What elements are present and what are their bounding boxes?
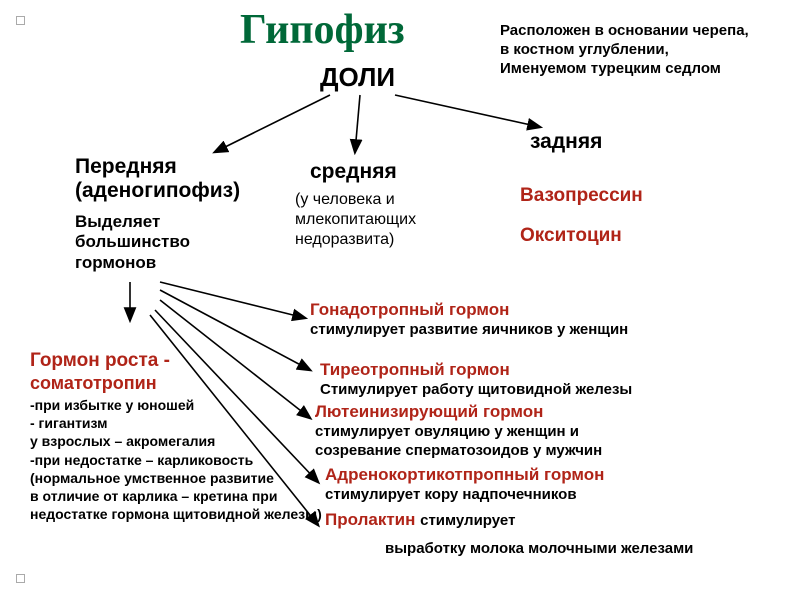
lute-d2: созревание сперматозоидов у мужчин bbox=[315, 442, 602, 461]
lobe-front-note-l3: гормонов bbox=[75, 253, 190, 273]
prolactin-d1: стимулирует bbox=[420, 512, 515, 529]
corner-bullet-bl bbox=[16, 574, 25, 583]
lobe-front: Передняя (аденогипофиз) bbox=[75, 155, 240, 203]
lobe-middle: средняя bbox=[310, 160, 397, 184]
lobes-subtitle: ДОЛИ bbox=[320, 62, 395, 93]
growth-hormone-sub: соматотропин bbox=[30, 373, 157, 394]
growth-l4: -при недостатке – карликовость bbox=[30, 451, 322, 469]
luteinizing-title: Лютеинизирующий гормон bbox=[315, 402, 543, 422]
adrenocortico-title: Адренокортикотпропный гормон bbox=[325, 465, 604, 485]
thyrotropic-title: Тиреотропный гормон bbox=[320, 360, 510, 380]
growth-l3: у взрослых – акромегалия bbox=[30, 432, 322, 450]
prolactin-d2: выработку молока молочными железами bbox=[385, 540, 693, 557]
page-title: Гипофиз bbox=[240, 6, 405, 54]
corner-bullet-tl bbox=[16, 16, 25, 25]
lobe-middle-note-l3: недоразвита) bbox=[295, 230, 416, 250]
back-hormone-2: Окситоцин bbox=[520, 225, 622, 247]
growth-l7: недостатке гормона щитовидной железы) bbox=[30, 505, 322, 523]
lobe-middle-note-l1: (у человека и bbox=[295, 190, 416, 210]
lobe-front-l2: (аденогипофиз) bbox=[75, 179, 240, 203]
lobe-middle-note-l2: млекопитающих bbox=[295, 210, 416, 230]
luteinizing-desc: стимулирует овуляцию у женщин и созреван… bbox=[315, 423, 602, 461]
location-note-l2: в костном углублении, bbox=[500, 41, 749, 60]
adrenocortico-desc: стимулирует кору надпочечников bbox=[325, 486, 577, 503]
prolactin-block: Пролактин стимулирует bbox=[325, 510, 515, 530]
lobe-front-l1: Передняя bbox=[75, 155, 240, 179]
gonadotropic-desc: стимулирует развитие яичников у женщин bbox=[310, 321, 628, 338]
growth-hormone-desc: -при избытке у юношей - гигантизм у взро… bbox=[30, 396, 322, 523]
prolactin-title: Пролактин bbox=[325, 510, 415, 529]
growth-l1: -при избытке у юношей bbox=[30, 396, 322, 414]
lobe-middle-note: (у человека и млекопитающих недоразвита) bbox=[295, 190, 416, 250]
thyrotropic-desc: Стимулирует работу щитовидной железы bbox=[320, 381, 632, 398]
lobe-back: задняя bbox=[530, 130, 602, 154]
gonadotropic-title: Гонадотропный гормон bbox=[310, 300, 509, 320]
location-note: Расположен в основании черепа, в костном… bbox=[500, 22, 749, 78]
growth-hormone-title: Гормон роста - bbox=[30, 350, 170, 372]
growth-l5: (нормальное умственное развитие bbox=[30, 469, 322, 487]
lobe-front-note-l2: большинство bbox=[75, 232, 190, 252]
back-hormone-1: Вазопрессин bbox=[520, 185, 643, 207]
growth-l6: в отличие от карлика – кретина при bbox=[30, 487, 322, 505]
growth-l2: - гигантизм bbox=[30, 414, 322, 432]
lute-d1: стимулирует овуляцию у женщин и bbox=[315, 423, 602, 442]
lobe-front-note: Выделяет большинство гормонов bbox=[75, 212, 190, 273]
location-note-l1: Расположен в основании черепа, bbox=[500, 22, 749, 41]
location-note-l3: Именуемом турецким седлом bbox=[500, 60, 749, 79]
lobe-front-note-l1: Выделяет bbox=[75, 212, 190, 232]
